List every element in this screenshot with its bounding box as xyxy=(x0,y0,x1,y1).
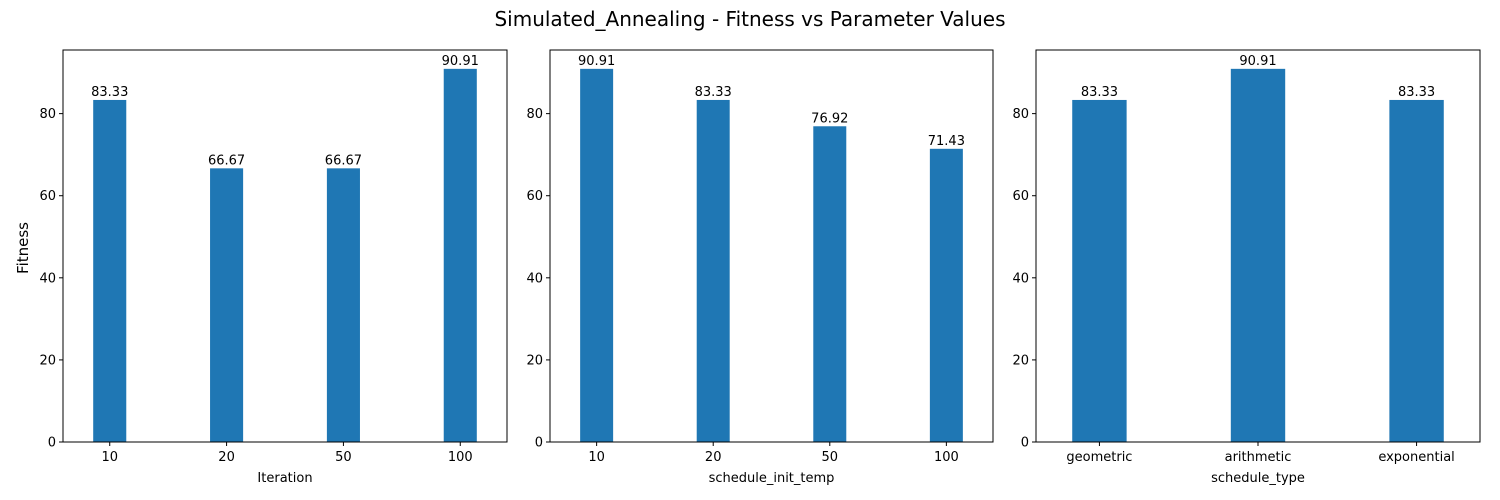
bar-50 xyxy=(813,126,847,443)
bars-layer xyxy=(1072,68,1444,442)
y-tick-label: 20 xyxy=(39,353,56,368)
y-tick-label: 80 xyxy=(39,107,56,122)
x-tick-label: 20 xyxy=(705,450,722,465)
x-tick-label: 10 xyxy=(588,450,605,465)
bar-geometric xyxy=(1072,99,1127,442)
x-tick-label: 10 xyxy=(101,450,118,465)
bar-value-labels: 90.91 83.33 76.92 71.43 xyxy=(578,54,965,149)
axes-frame xyxy=(1035,49,1481,443)
bar-arithmetic xyxy=(1230,68,1286,442)
y-tick-label: 40 xyxy=(39,271,56,286)
x-axis: 10 20 50 100 xyxy=(588,442,959,465)
x-axis: 10 20 50 100 xyxy=(101,442,473,465)
y-tick-label: 40 xyxy=(1012,271,1029,286)
x-axis-title: schedule_type xyxy=(1211,471,1305,486)
x-tick-label: geometric xyxy=(1066,450,1132,465)
y-tick-label: 40 xyxy=(526,271,543,286)
x-tick-label: exponential xyxy=(1378,450,1454,465)
x-axis: geometric arithmetic exponential xyxy=(1066,442,1455,465)
subplot-schedule-init-temp: 90.91 83.33 76.92 71.43 0 20 40 60 80 10 20 50 100… xyxy=(526,49,994,486)
x-tick-label: 100 xyxy=(448,450,473,465)
bar-value-label: 66.67 xyxy=(208,153,245,168)
x-tick-label: 100 xyxy=(934,450,959,465)
bar-10 xyxy=(93,99,127,442)
y-tick-label: 60 xyxy=(39,189,56,204)
bar-exponential xyxy=(1389,99,1444,442)
x-axis-title: schedule_init_temp xyxy=(709,471,835,486)
y-tick-label: 80 xyxy=(1012,107,1029,122)
bar-value-label: 90.91 xyxy=(578,54,615,69)
bar-50 xyxy=(326,168,360,442)
subplot-iteration: 83.33 66.67 66.67 90.91 0 20 40 60 80 10 20 50 100… xyxy=(39,49,508,486)
y-tick-label: 80 xyxy=(526,107,543,122)
y-tick-label: 20 xyxy=(526,353,543,368)
bar-value-label: 71.43 xyxy=(928,134,965,149)
y-axis: 0 20 40 60 80 xyxy=(39,107,63,451)
bar-value-label: 76.92 xyxy=(811,111,848,126)
y-tick-label: 0 xyxy=(535,436,543,451)
y-axis: 0 20 40 60 80 xyxy=(526,107,550,451)
bar-value-label: 90.91 xyxy=(1239,54,1276,69)
x-tick-label: arithmetic xyxy=(1225,450,1292,465)
bar-value-labels: 83.33 90.91 83.33 xyxy=(1081,54,1435,100)
y-axis: 0 20 40 60 80 xyxy=(1012,107,1036,451)
x-tick-label: 50 xyxy=(822,450,839,465)
subplot-schedule-type: 83.33 90.91 83.33 0 20 40 60 80 geometric arith… xyxy=(1012,49,1481,486)
bar-100 xyxy=(929,148,963,443)
axes-frame xyxy=(549,49,994,443)
x-tick-label: 50 xyxy=(335,450,352,465)
axes-frame xyxy=(62,49,508,443)
y-tick-label: 20 xyxy=(1012,353,1029,368)
bar-value-label: 83.33 xyxy=(1398,85,1435,100)
x-axis-title: Iteration xyxy=(257,471,312,486)
bar-20 xyxy=(696,99,730,442)
figure-title: Simulated_Annealing - Fitness vs Paramet… xyxy=(494,7,1005,31)
y-tick-label: 60 xyxy=(526,189,543,204)
bar-value-labels: 83.33 66.67 66.67 90.91 xyxy=(91,54,479,169)
bar-value-label: 83.33 xyxy=(695,85,732,100)
y-tick-label: 0 xyxy=(48,436,56,451)
bar-100 xyxy=(443,68,477,442)
y-tick-label: 60 xyxy=(1012,189,1029,204)
y-axis-label: Fitness xyxy=(14,222,32,274)
bar-10 xyxy=(580,68,614,442)
x-tick-label: 20 xyxy=(218,450,235,465)
bar-value-label: 66.67 xyxy=(325,153,362,168)
bar-value-label: 90.91 xyxy=(442,54,479,69)
bar-value-label: 83.33 xyxy=(1081,85,1118,100)
bars-layer xyxy=(580,68,963,443)
y-tick-label: 0 xyxy=(1021,436,1029,451)
bar-value-label: 83.33 xyxy=(91,85,128,100)
bar-20 xyxy=(210,168,244,442)
bars-layer xyxy=(93,68,477,442)
